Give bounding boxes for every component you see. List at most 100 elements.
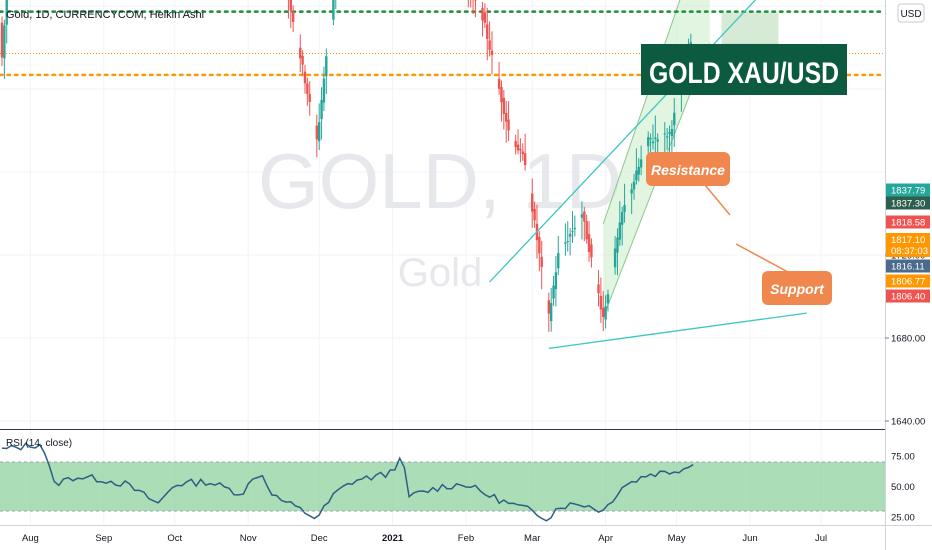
watermark-sub: Gold [398,251,483,295]
price-label-tag [886,289,930,303]
projection-box-profit[interactable] [721,12,779,45]
candle-body [533,208,536,221]
currency-button-frame[interactable] [897,3,925,23]
price-label-tag [886,196,930,210]
price-label-tag [886,274,930,288]
candle-body [637,166,640,175]
candle-body [490,50,494,56]
candle-body [583,211,586,222]
candle-body [301,55,304,65]
symbol-title: Gold, 1D, CURRENCYCOM, Heikin Ashi [6,9,204,21]
candle-body [557,253,560,269]
candle-body [538,236,541,254]
rsi-tick-label: 75.00 [891,451,915,462]
resistance-label: Resistance [651,162,725,178]
candle-body [616,237,619,253]
candle-body [531,193,534,212]
title-badge-background [641,44,847,95]
candle-body [322,78,326,103]
candle-body [514,141,517,147]
price-label-text: 1816.11 [891,262,925,273]
rsi-tick-label: 50.00 [891,482,915,493]
rsi-tick-label: 25.00 [891,513,915,524]
candle-body [613,248,617,268]
candle-body [549,302,553,322]
title-badge: GOLD XAU/USD [641,44,847,95]
candle-body [663,133,666,135]
price-label-text: 1806.77 [891,277,925,288]
resistance-trendline[interactable] [489,0,760,283]
candle-body [502,97,506,114]
candle-body [497,78,501,89]
time-axis-label: May [668,533,686,544]
candle-body [519,149,522,151]
title-badge-text: GOLD XAU/USD [649,57,839,90]
candle-body [635,170,638,181]
candle-body [325,56,328,77]
candle-body [306,83,309,94]
candle-body [291,11,295,22]
candle-body [5,0,8,25]
rsi-title: RSI (14, close) [6,438,72,449]
resistance-callout[interactable]: Resistance [646,152,731,216]
candle-body [654,137,657,139]
resistance-badge[interactable] [646,152,730,186]
candle-body [303,71,307,84]
support-badge[interactable] [762,271,832,305]
candle-body [299,47,302,59]
price-label-text: 1837.79 [891,186,925,197]
candle-body [317,122,321,142]
candle-body [332,0,335,20]
price-label-countdown: 08:37:03 [891,246,928,257]
rsi-band [0,462,885,511]
time-axis-label: Jul [815,533,827,544]
price-label-tag [886,215,930,229]
candle-body [320,99,323,120]
candle-body [623,205,626,213]
candle-body [3,25,6,59]
time-axis-label: Oct [167,533,182,544]
candle-body [308,94,311,102]
candle-body [668,132,671,134]
watermark: GOLD, 1D Gold [258,137,622,295]
price-label-text: 1818.58 [891,218,925,229]
rsi-line[interactable] [1,442,694,522]
time-axis-label: 2021 [382,533,404,544]
support-label: Support [770,281,825,297]
currency-button[interactable]: USD [897,3,925,23]
time-axis-label: Mar [524,533,540,544]
time-axis-label: Nov [240,533,257,544]
candle-body [523,153,527,166]
time-axis-label: Sep [95,533,112,544]
trendlines[interactable] [489,0,807,350]
support-trendline[interactable] [548,312,807,350]
candle-body [289,0,292,11]
support-callout[interactable]: Support [735,243,832,305]
price-label-text: 1837.30 [891,199,925,210]
watermark-main: GOLD, 1D [258,137,622,225]
candle-body [580,214,584,218]
support-pointer [735,243,789,273]
candle-body [673,112,676,126]
candle-body [486,24,489,39]
candle-body [540,256,543,267]
rsi-pane[interactable] [1,442,694,522]
candle-body [488,40,491,50]
candle-body [639,159,643,168]
candle-body [590,244,593,258]
candle-body [481,7,484,21]
candle-body [554,272,558,290]
price-label-tag [886,233,930,257]
time-axis-label: Apr [598,533,613,544]
candle-body [597,284,600,294]
candle-body [500,87,503,103]
candle-body [571,230,574,232]
candle-body [564,242,567,244]
candle-body [670,129,674,136]
candle-body [0,22,4,58]
price-label-text: 1806.40 [891,292,925,303]
candle-body [521,151,524,155]
time-axis-label: Aug [22,533,39,544]
